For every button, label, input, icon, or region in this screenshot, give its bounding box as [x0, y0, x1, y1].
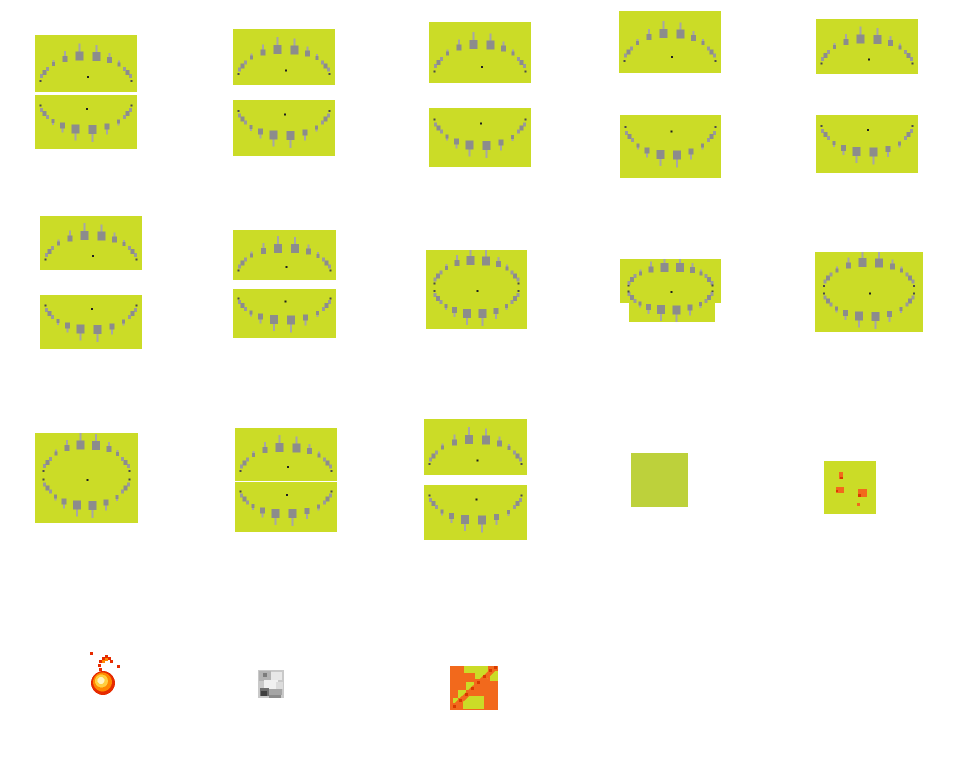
arch-full-r2c5: [815, 252, 923, 332]
arch-lower-r1c2: [233, 100, 335, 156]
photo-icon: [258, 670, 284, 698]
arch-lower-r2c2: [233, 289, 336, 338]
arch-full-r2c3: [426, 250, 527, 329]
arch-upper-r2c2: [233, 230, 336, 280]
arch-upper-r2c1: [40, 216, 142, 270]
arch-upper-r1c2: [233, 29, 335, 85]
arch-lower-r2c1: [40, 295, 142, 349]
arch-upper-r1c1: [35, 35, 137, 92]
arch-lower-r3c2: [235, 482, 337, 532]
diagonal-chart-icon: [450, 666, 498, 710]
olive-square: [631, 453, 688, 507]
arch-upper-r3c2: [235, 428, 337, 481]
arch-lower-r1c1: [35, 95, 137, 149]
arch-lower-r1c4: [620, 115, 721, 178]
arch-upper-r1c5: [816, 19, 918, 74]
spots-square: [824, 461, 876, 514]
arch-full-r3c1: [35, 433, 138, 523]
arch-full-split-r2c4: [620, 259, 721, 322]
arch-lower-r1c5: [816, 115, 918, 173]
arch-upper-r1c4: [619, 11, 721, 73]
arch-lower-r3c3: [424, 485, 527, 540]
arch-upper-r3c3: [424, 419, 527, 475]
arch-lower-r1c3: [429, 108, 531, 167]
arch-upper-r1c3: [429, 22, 531, 83]
fireball-icon: [86, 650, 124, 698]
